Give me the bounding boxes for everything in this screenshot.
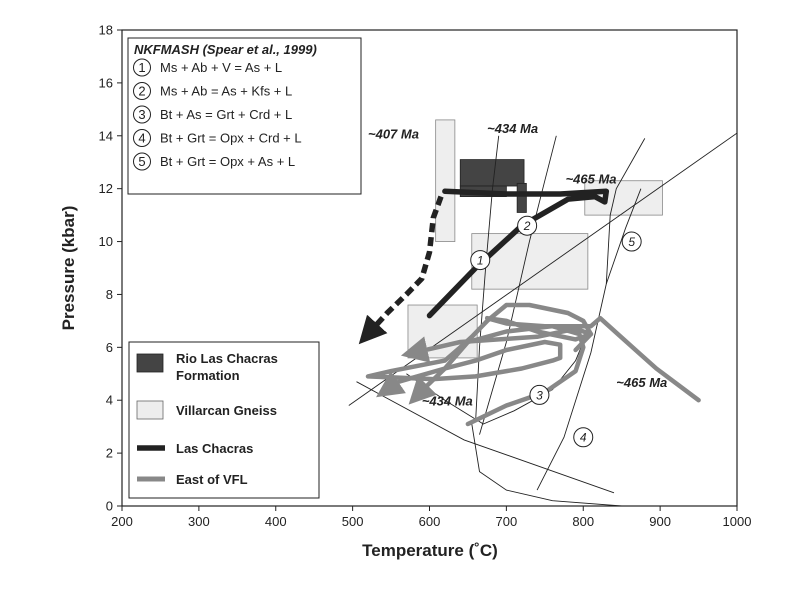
legend-label-rio-las-chacras: Rio Las Chacras Formation (176, 351, 278, 383)
east-of-vfl-path-2 (400, 315, 701, 403)
reaction-num-circle (133, 152, 151, 171)
reaction-text: Ms + Ab + V = As + L (160, 60, 282, 75)
las-chacras-path-0 (426, 188, 610, 319)
y-tick-label: 12 (99, 181, 113, 196)
curve-label-circle-2 (517, 215, 538, 236)
reaction-num-circle (133, 82, 151, 100)
reaction-text: Ms + Ab = As + Kfs + L (160, 84, 292, 99)
x-tick-label: 600 (419, 514, 441, 529)
reaction-text: Bt + Grt = Opx + Crd + L (160, 131, 302, 146)
reaction-num-circle (133, 105, 151, 124)
phase-boundary-line (356, 381, 615, 494)
curve-label-circle-5 (621, 231, 642, 252)
x-tick-label: 800 (572, 514, 594, 529)
y-tick-label: 2 (106, 446, 113, 461)
x-tick-label: 1000 (723, 514, 752, 529)
legend-swatch-villarcan (136, 400, 164, 420)
x-tick-label: 900 (649, 514, 671, 529)
curve-label-3: 3 (536, 388, 543, 402)
villarcan-gneiss-region (435, 119, 456, 242)
age-label: ~407 Ma (368, 126, 419, 141)
curve-label-1: 1 (477, 254, 484, 268)
east-of-vfl-path-3 (365, 302, 594, 398)
reaction-box-frame (127, 37, 362, 195)
phase-boundary-line (471, 423, 622, 506)
legend-label-las-chacras: Las Chacras (176, 441, 253, 456)
x-tick-label: 700 (496, 514, 518, 529)
age-label: ~465 Ma (616, 375, 667, 390)
las-chacras-path-1 (358, 195, 444, 345)
x-tick-label: 200 (111, 514, 133, 529)
curve-label-circle-3 (529, 384, 550, 405)
rio-las-chacras-region (459, 159, 525, 187)
legend-label-villarcan: Villarcan Gneiss (176, 403, 277, 418)
y-tick-label: 6 (106, 340, 113, 355)
x-tick-label: 500 (342, 514, 364, 529)
y-tick-label: 8 (106, 287, 113, 302)
legend-label-east-of-vfl: East of VFL (176, 472, 248, 487)
reaction-num: 2 (138, 84, 145, 99)
reaction-box: NKFMASH (Spear et al., 1999) 1 Ms + Ab + … (127, 37, 362, 195)
curve-label-4: 4 (580, 431, 587, 445)
reaction-num: 3 (138, 107, 145, 122)
legend: Rio Las Chacras Formation Villarcan Gneiss… (128, 341, 320, 499)
reaction-num: 5 (138, 154, 145, 169)
reaction-text: Bt + As = Grt + Crd + L (160, 107, 292, 122)
y-tick-label: 0 (106, 499, 113, 514)
y-axis-title: Pressure (kbar) (59, 206, 78, 331)
y-tick-label: 10 (99, 234, 113, 249)
reaction-num-circle (133, 129, 151, 147)
reaction-num-circle (133, 58, 151, 77)
reaction-text: Bt + Grt = Opx + As + L (160, 154, 295, 169)
y-tick-label: 18 (99, 23, 113, 38)
x-tick-label: 300 (188, 514, 210, 529)
curve-label-circle-1 (470, 250, 491, 271)
curve-label-2: 2 (523, 219, 531, 233)
reaction-box-title: NKFMASH (Spear et al., 1999) (134, 42, 317, 57)
reaction-num: 4 (138, 131, 145, 146)
age-label: ~465 Ma (566, 171, 617, 186)
curve-label-circle-4 (573, 427, 594, 448)
y-tick-label: 16 (99, 75, 113, 90)
y-tick-label: 14 (99, 128, 113, 143)
curve-label-5: 5 (628, 235, 635, 249)
age-label: ~434 Ma (422, 394, 473, 409)
y-tick-label: 4 (106, 393, 113, 408)
x-tick-label: 400 (265, 514, 287, 529)
reaction-curve-3 (406, 341, 584, 425)
rio-las-chacras-region (516, 182, 527, 213)
age-label: ~434 Ma (487, 121, 538, 136)
reaction-curve-5 (605, 188, 642, 285)
villarcan-gneiss-region (471, 233, 589, 290)
legend-swatch-rio-las-chacras (136, 353, 164, 373)
reaction-num: 1 (138, 60, 145, 75)
x-axis-title: Temperature (˚C) (362, 541, 498, 560)
